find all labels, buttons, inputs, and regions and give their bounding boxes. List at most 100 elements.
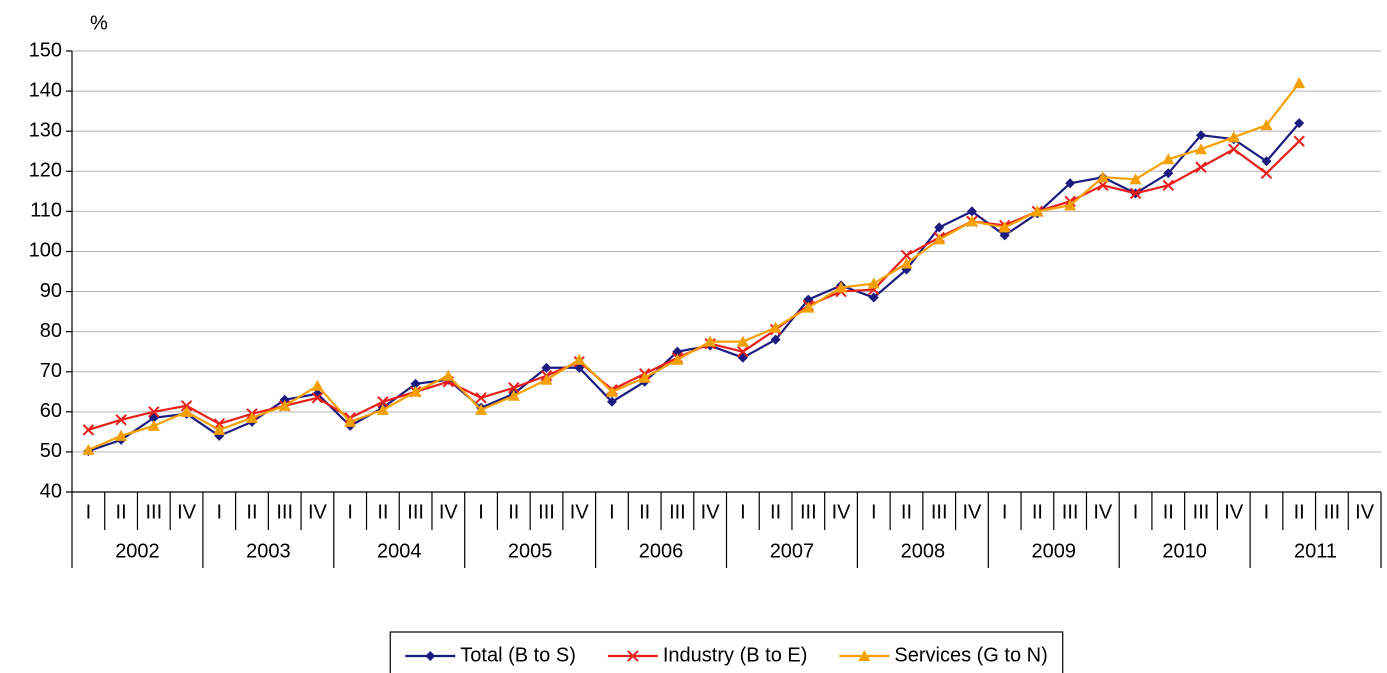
year-label: 2003: [246, 540, 291, 562]
marker: [900, 257, 913, 269]
x-tick-label: IV: [439, 501, 459, 523]
y-tick-label: 40: [40, 480, 62, 502]
marker: [638, 371, 651, 383]
x-tick-label: IV: [1355, 501, 1375, 523]
marker: [770, 334, 781, 345]
marker: [966, 206, 977, 217]
x-tick-label: I: [1133, 501, 1139, 523]
marker: [409, 385, 422, 397]
year-label: 2009: [1032, 540, 1077, 562]
x-tick-label: IV: [177, 501, 197, 523]
y-tick-label: 70: [40, 360, 62, 382]
marker: [1031, 205, 1044, 217]
y-tick-label: 120: [29, 160, 62, 182]
x-tick-label: IV: [308, 501, 328, 523]
marker: [1129, 187, 1142, 200]
marker: [148, 406, 160, 418]
x-tick-label: IV: [832, 501, 852, 523]
marker: [867, 277, 880, 289]
marker: [376, 403, 389, 415]
marker: [180, 400, 193, 412]
marker: [627, 650, 639, 662]
marker: [1162, 153, 1175, 165]
y-axis-label: %: [90, 12, 108, 34]
year-label: 2002: [115, 540, 160, 562]
marker: [1064, 199, 1077, 211]
x-tick-label: III: [407, 501, 424, 523]
marker: [425, 651, 436, 661]
marker: [410, 378, 421, 389]
y-tick-label: 130: [29, 119, 62, 141]
y-tick-label: 150: [29, 39, 62, 61]
legend-label: Services (G to N): [894, 644, 1047, 666]
year-label: 2008: [901, 540, 946, 562]
marker: [934, 222, 945, 233]
marker: [147, 419, 160, 431]
x-tick-label: II: [246, 501, 257, 523]
year-label: 2011: [1294, 540, 1337, 562]
x-tick-label: III: [276, 501, 293, 523]
marker: [1260, 119, 1273, 131]
marker: [998, 221, 1011, 233]
marker: [540, 373, 553, 385]
marker: [213, 423, 226, 435]
marker: [1227, 131, 1240, 143]
x-tick-label: I: [1264, 501, 1270, 523]
marker: [278, 399, 291, 411]
marker: [1129, 173, 1142, 185]
marker: [1195, 143, 1208, 155]
series-line: [88, 122, 1301, 453]
marker: [180, 405, 193, 417]
marker: [1228, 143, 1240, 155]
marker: [1195, 161, 1207, 173]
marker: [115, 414, 127, 426]
year-label: 2010: [1162, 540, 1207, 562]
marker: [1260, 167, 1273, 179]
x-tick-label: IV: [570, 501, 590, 523]
x-tick-label: II: [116, 501, 127, 523]
x-tick-label: I: [740, 501, 746, 523]
marker: [377, 396, 389, 408]
x-tick-label: I: [871, 501, 877, 523]
x-tick-label: III: [1062, 501, 1079, 523]
marker: [311, 379, 324, 391]
x-tick-label: III: [669, 501, 686, 523]
x-tick-label: III: [538, 501, 555, 523]
legend: Total (B to S) Industry (B to E) Services …: [389, 631, 1064, 673]
x-tick-label: I: [216, 501, 222, 523]
marker: [1261, 156, 1272, 167]
x-tick-label: III: [931, 501, 948, 523]
marker: [442, 369, 455, 381]
marker: [736, 335, 749, 347]
x-tick-label: I: [1002, 501, 1008, 523]
x-tick-label: IV: [962, 501, 982, 523]
marker: [835, 281, 848, 293]
marker: [868, 292, 879, 303]
marker: [933, 233, 946, 245]
marker: [704, 335, 717, 347]
marker: [965, 215, 978, 227]
x-tick-label: II: [377, 501, 388, 523]
y-tick-label: 60: [40, 400, 62, 422]
x-tick-label: II: [901, 501, 912, 523]
marker: [245, 411, 258, 423]
x-tick-label: II: [1294, 501, 1305, 523]
x-tick-label: III: [1193, 501, 1210, 523]
y-tick-label: 140: [29, 79, 62, 101]
year-label: 2005: [508, 540, 553, 562]
x-tick-label: III: [800, 501, 817, 523]
marker: [671, 353, 684, 365]
marker: [1196, 130, 1207, 141]
marker: [1293, 135, 1305, 147]
x-tick-label: III: [145, 501, 162, 523]
marker: [1163, 168, 1174, 179]
legend-label: Total (B to S): [460, 644, 576, 666]
x-tick-label: II: [639, 501, 650, 523]
marker: [1293, 77, 1306, 89]
legend-box: [389, 631, 1064, 673]
marker: [1065, 178, 1076, 189]
year-label: 2006: [639, 540, 684, 562]
marker: [82, 443, 95, 455]
marker: [769, 321, 782, 333]
